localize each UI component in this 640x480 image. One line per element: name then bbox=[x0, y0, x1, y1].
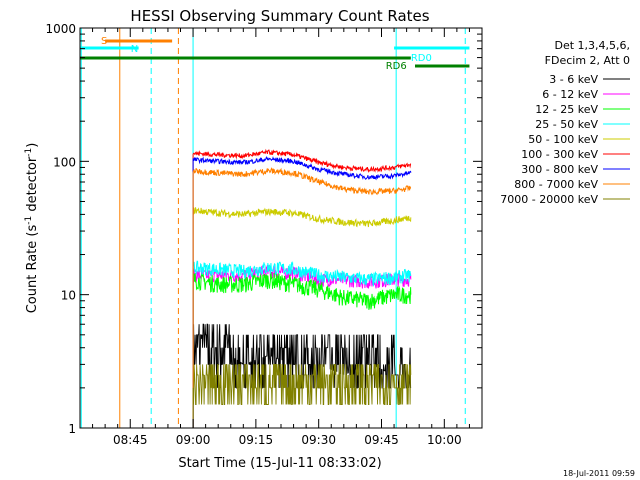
y-tick-label: 10 bbox=[61, 289, 76, 303]
state-label-s: S bbox=[101, 36, 107, 47]
legend-label: 12 - 25 keV bbox=[535, 103, 598, 116]
legend-entries: 3 - 6 keV 6 - 12 keV 12 - 25 keV 25 - 50 ke… bbox=[500, 73, 630, 206]
legend-label: 300 - 800 keV bbox=[521, 163, 598, 176]
legend-label: 100 - 300 keV bbox=[521, 148, 598, 161]
series-line-9 bbox=[192, 363, 412, 428]
state-label-n: N bbox=[131, 44, 138, 55]
x-axis-label: Start Time (15-Jul-11 08:33:02) bbox=[178, 456, 381, 471]
legend-label: 50 - 100 keV bbox=[528, 133, 598, 146]
y-tick-label: 100 bbox=[53, 155, 76, 169]
legend-header-line-2: FDecim 2, Att 0 bbox=[545, 54, 630, 67]
legend-label: 7000 - 20000 keV bbox=[500, 193, 598, 206]
x-tick-label: 09:45 bbox=[364, 433, 399, 447]
legend-label: 6 - 12 keV bbox=[542, 88, 598, 101]
legend-header-line-1: Det 1,3,4,5,6, bbox=[554, 39, 630, 52]
legend-label: 3 - 6 keV bbox=[549, 73, 598, 86]
series-line-8 bbox=[192, 167, 412, 428]
timestamp: 18-Jul-2011 09:59 bbox=[563, 469, 635, 478]
x-tick-label: 09:00 bbox=[176, 433, 211, 447]
legend-label: 800 - 7000 keV bbox=[514, 178, 598, 191]
series-line-4 bbox=[192, 260, 412, 428]
legend-label: 25 - 50 keV bbox=[535, 118, 598, 131]
y-axis-label: Count Rate (s-1 detector-1) bbox=[24, 143, 40, 314]
x-tick-label: 09:30 bbox=[301, 433, 336, 447]
series-line-5 bbox=[192, 205, 412, 428]
series-line-3 bbox=[192, 271, 412, 428]
series-line-7 bbox=[192, 156, 412, 428]
series-line-6 bbox=[192, 148, 412, 428]
x-tick-label: 08:45 bbox=[113, 433, 148, 447]
chart-title: HESSI Observing Summary Count Rates bbox=[130, 7, 429, 25]
state-label-rd6: RD6 bbox=[386, 61, 407, 72]
legend: Det 1,3,4,5,6, FDecim 2, Att 0 3 - 6 keV… bbox=[500, 39, 630, 206]
y-tick-label: 1000 bbox=[45, 22, 76, 36]
state-label-rd0: RD0 bbox=[411, 53, 432, 64]
plot-area: S N RD0 RD6 bbox=[80, 28, 470, 428]
x-tick-label: 09:15 bbox=[239, 433, 274, 447]
y-tick-label: 1 bbox=[68, 422, 76, 436]
x-tick-label: 10:00 bbox=[427, 433, 462, 447]
